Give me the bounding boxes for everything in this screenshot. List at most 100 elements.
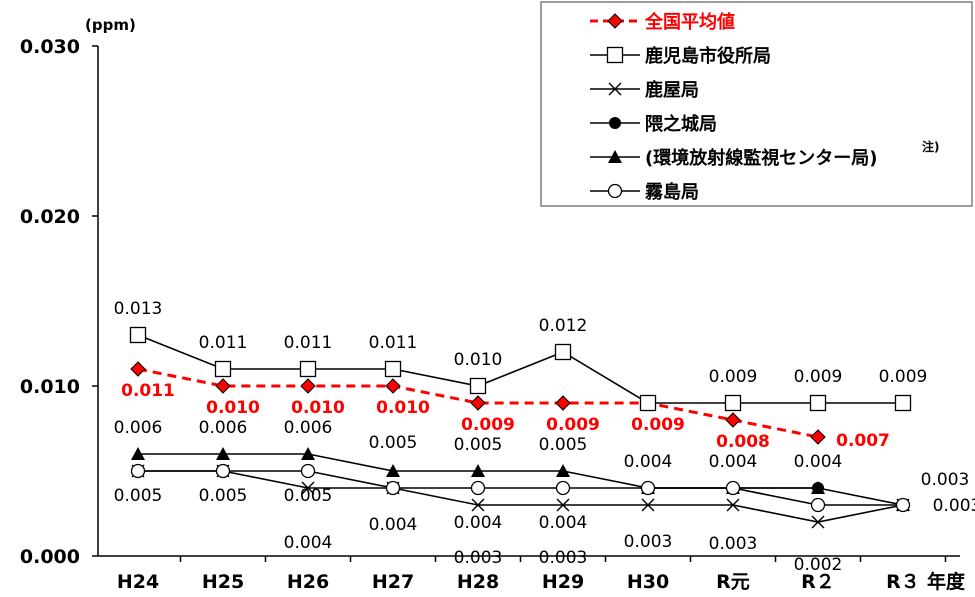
data-point [471,464,485,477]
data-point [300,463,316,479]
x-tick-label: H25 [202,571,244,593]
data-point [811,481,825,494]
x-tick-label: R３ [886,571,920,593]
data-label: 0.011 [284,333,333,353]
data-point [385,378,401,394]
series-lines [137,334,904,523]
legend-marker [608,150,622,163]
y-tick-label: 0.000 [20,546,80,568]
legend-marker [607,13,623,29]
data-point [301,481,315,495]
data-label: 0.011 [369,333,418,353]
data-label: 0.011 [121,381,175,401]
data-label: 0.011 [199,333,248,353]
data-label: 0.009 [709,367,758,387]
legend-marker [609,117,621,129]
data-point [469,377,487,395]
data-point [640,480,656,496]
data-label: 0.005 [284,486,333,506]
axes: 0.000 0.010 0.020 0.030 (ppm) H24 H25 H26 H27 H28… [20,16,966,593]
x-tick-label: H26 [287,571,329,593]
data-label: 0.003 [921,470,970,490]
data-label: 0.006 [114,418,163,438]
data-label: 0.009 [461,415,515,435]
x-tick-label: R２ [801,571,835,593]
data-label: 0.004 [454,513,503,533]
data-label: 0.005 [454,435,503,455]
data-labels: 0.011 0.010 0.010 0.010 0.009 0.009 0.009 0.008… [114,299,975,575]
legend-marker [607,183,623,199]
data-label: 0.009 [546,415,600,435]
data-label: 0.006 [199,418,248,438]
data-point [130,361,146,377]
data-label: 0.004 [284,533,333,553]
x-tick-label: H27 [372,571,414,593]
y-tick-label: 0.020 [20,206,80,228]
series-line [138,470,904,523]
data-point [810,497,826,513]
data-label: 0.004 [624,452,673,472]
y-tick-label: 0.030 [20,36,80,58]
data-point [214,360,232,378]
data-point [386,464,400,477]
legend-label: 霧島局 [645,181,699,203]
legend-marker [608,82,622,96]
legend-note: 注) [922,139,940,154]
data-label: 0.008 [716,432,770,452]
series-line [137,367,819,439]
data-point [726,498,740,512]
legend-marker [606,46,624,64]
data-point [471,498,485,512]
data-point [470,480,486,496]
data-point [131,447,145,460]
data-label: 0.009 [631,415,685,435]
x-tick-label: H24 [117,571,159,593]
y-axis-unit: (ppm) [85,16,136,34]
data-point [810,429,826,445]
data-label: 0.007 [836,431,890,451]
data-label: 0.006 [284,418,333,438]
x-tick-label: H29 [542,571,584,593]
data-label: 0.013 [114,299,163,319]
data-point [300,378,316,394]
data-label: 0.012 [539,316,588,336]
data-point [554,343,572,361]
legend-label: 鹿児島市役所局 [645,45,771,67]
data-label: 0.004 [794,452,843,472]
data-point [639,394,657,412]
data-point [385,480,401,496]
data-point [216,447,230,460]
data-point [725,412,741,428]
data-label: 0.003 [933,496,975,516]
data-label: 0.005 [199,486,248,506]
data-point [130,463,146,479]
legend-label: 鹿屋局 [645,79,699,101]
series-line [138,470,903,506]
y-tick-label: 0.010 [20,376,80,398]
data-point [470,395,486,411]
x-tick-label: H30 [627,571,669,593]
data-point [556,464,570,477]
x-tick-label: R元 [716,571,750,593]
data-point [811,515,825,529]
data-label: 0.004 [709,452,758,472]
data-point [384,360,402,378]
data-point [299,360,317,378]
data-label: 0.005 [369,433,418,453]
data-label: 0.009 [879,367,928,387]
data-label: 0.010 [291,398,345,418]
data-label: 0.005 [114,486,163,506]
data-point [215,378,231,394]
legend-label: 全国平均値 [644,11,735,33]
legend-label: (環境放射線監視センター局) [645,147,877,169]
data-point [895,497,911,513]
data-label: 0.002 [794,555,843,575]
data-label: 0.003 [454,548,503,568]
data-label: 0.003 [709,534,758,554]
data-point [555,480,571,496]
data-point [724,394,742,412]
data-point [555,395,571,411]
series-markers [129,326,912,529]
